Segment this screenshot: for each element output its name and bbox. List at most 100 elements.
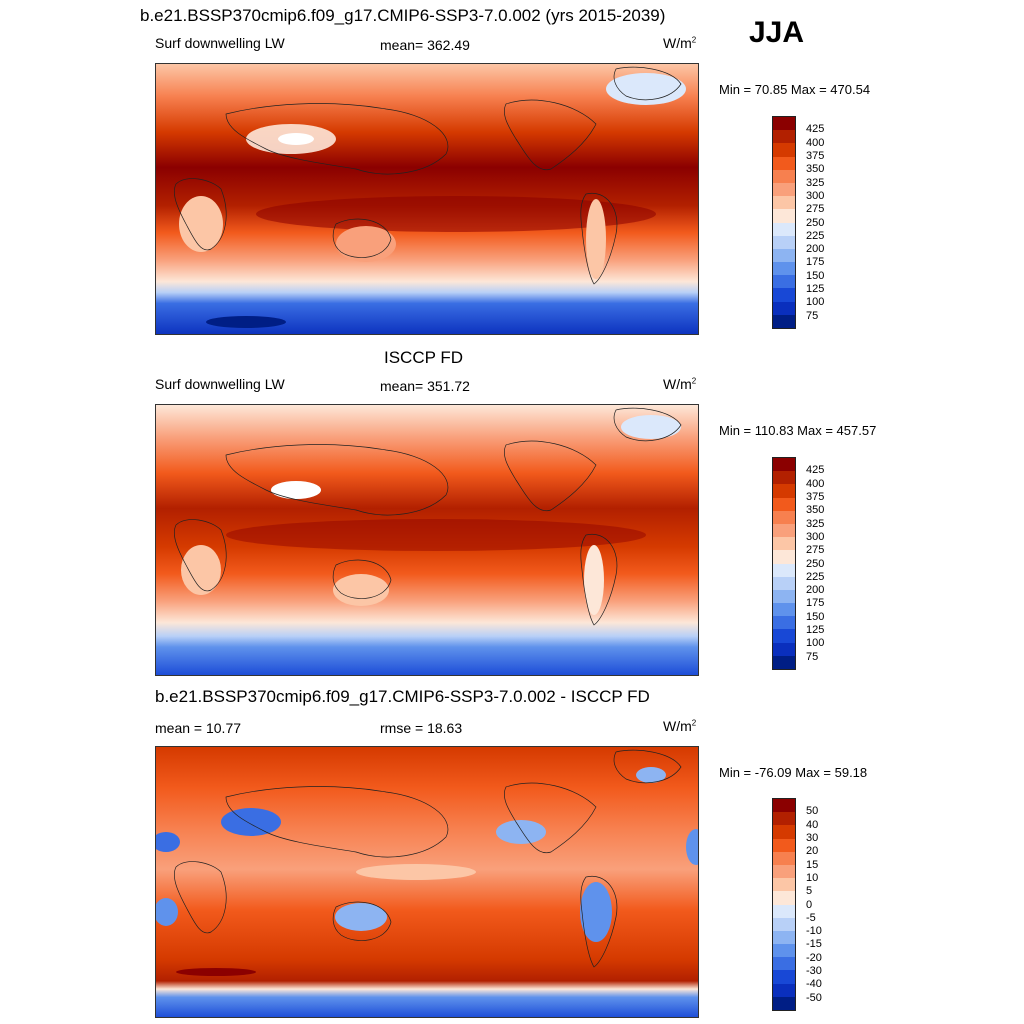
colorbar-tick-label: 100	[806, 296, 825, 309]
colorbar-swatch	[773, 130, 795, 144]
panel-1-title: b.e21.BSSP370cmip6.f09_g17.CMIP6-SSP3-7.…	[140, 6, 666, 25]
colorbar-tick-label: 100	[806, 637, 825, 650]
colorbar-swatch	[773, 917, 795, 931]
colorbar-tick-label: 50	[806, 805, 819, 818]
panel-1-variable-label: Surf downwelling LW	[155, 35, 285, 51]
colorbar-swatch	[773, 576, 795, 590]
colorbar-swatch	[773, 235, 795, 249]
colorbar-swatch	[773, 550, 795, 564]
colorbar-swatch	[773, 603, 795, 617]
colorbar-tick-label: 250	[806, 216, 825, 229]
colorbar-swatch	[773, 655, 795, 669]
colorbar-swatch	[773, 983, 795, 997]
colorbar-swatch	[773, 878, 795, 892]
colorbar-swatch	[773, 248, 795, 263]
panel-2-map	[155, 404, 699, 676]
colorbar-tick-label: 15	[806, 858, 819, 871]
colorbar-tick-label: 20	[806, 845, 819, 858]
colorbar-tick-label: 375	[806, 149, 825, 162]
colorbar-swatch	[773, 497, 795, 511]
colorbar-tick-label: -50	[806, 991, 822, 1004]
colorbar-swatch	[773, 275, 795, 289]
colorbar-tick-label: 40	[806, 818, 819, 831]
panel-1-min-max: Min = 70.85 Max = 470.54	[719, 82, 871, 97]
colorbar-tick-label: 175	[806, 597, 825, 610]
colorbar-tick-label: 350	[806, 504, 825, 517]
colorbar-tick-label: 150	[806, 269, 825, 282]
colorbar-swatch	[773, 891, 795, 905]
colorbar-tick-label: 150	[806, 610, 825, 623]
colorbar-tick-label: 200	[806, 243, 825, 256]
colorbar-tick-label: 10	[806, 871, 819, 884]
colorbar-swatch	[773, 523, 795, 538]
panel-1-unit-label: W/m2	[663, 35, 697, 51]
colorbar-tick-label: 200	[806, 584, 825, 597]
colorbar-swatch	[773, 563, 795, 577]
colorbar-swatch	[773, 182, 795, 197]
colorbar-tick-label: 75	[806, 309, 819, 322]
colorbar-tick-label: 5	[806, 885, 813, 898]
panel-2-mean-label: mean= 351.72	[380, 378, 470, 394]
colorbar-swatch	[773, 864, 795, 879]
colorbar-tick-label: 275	[806, 544, 825, 557]
panel-3-rmse-label: rmse = 18.63	[380, 720, 463, 736]
colorbar-tick-label: -5	[806, 911, 816, 924]
colorbar-tick-label: -15	[806, 938, 822, 951]
colorbar-tick-label: 225	[806, 229, 825, 242]
colorbar-swatch	[773, 288, 795, 302]
colorbar-tick-label: 400	[806, 477, 825, 490]
panel-1-map	[155, 63, 699, 335]
colorbar-swatch	[773, 314, 795, 328]
colorbar-tick-label: -30	[806, 965, 822, 978]
panel-3-mean-label: mean = 10.77	[155, 720, 242, 736]
colorbar-swatch	[773, 471, 795, 485]
colorbar-swatch	[773, 957, 795, 971]
colorbar-swatch	[773, 629, 795, 643]
colorbar-tick-label: -40	[806, 978, 822, 991]
colorbar-swatch	[773, 996, 795, 1010]
colorbar-swatch	[773, 851, 795, 865]
colorbar-swatch	[773, 262, 795, 276]
panel-2-title: ISCCP FD	[384, 348, 464, 367]
colorbar-swatch	[773, 169, 795, 183]
season-label: JJA	[749, 16, 805, 49]
colorbar-swatch	[773, 222, 795, 236]
colorbar-swatch	[773, 616, 795, 630]
colorbar-swatch	[773, 458, 795, 472]
colorbar-tick-label: 375	[806, 490, 825, 503]
colorbar-tick-label: 325	[806, 517, 825, 530]
colorbar-swatch	[773, 799, 795, 813]
colorbar-swatch	[773, 301, 795, 315]
colorbar-swatch	[773, 838, 795, 852]
colorbar-tick-label: 275	[806, 203, 825, 216]
colorbar-tick-label: 30	[806, 831, 819, 844]
colorbar-tick-label: 425	[806, 464, 825, 477]
colorbar-swatch	[773, 156, 795, 170]
colorbar-swatch	[773, 196, 795, 210]
panel-1-mean-label: mean= 362.49	[380, 37, 470, 53]
colorbar-tick-label: 300	[806, 530, 825, 543]
colorbar-tick-label: -20	[806, 951, 822, 964]
colorbar-tick-label: 250	[806, 557, 825, 570]
colorbar-swatch	[773, 642, 795, 656]
colorbar-swatch	[773, 510, 795, 524]
colorbar-swatch	[773, 143, 795, 157]
panel-2-min-max: Min = 110.83 Max = 457.57	[719, 423, 877, 438]
colorbar-tick-label: 0	[806, 898, 813, 911]
panel-2-colorbar	[772, 457, 796, 670]
colorbar-tick-label: 75	[806, 650, 819, 663]
colorbar-tick-label: 425	[806, 123, 825, 136]
colorbar-swatch	[773, 117, 795, 131]
colorbar-tick-label: 300	[806, 189, 825, 202]
colorbar-swatch	[773, 904, 795, 918]
colorbar-swatch	[773, 944, 795, 958]
panel-3-title: b.e21.BSSP370cmip6.f09_g17.CMIP6-SSP3-7.…	[155, 687, 650, 706]
colorbar-tick-label: 350	[806, 163, 825, 176]
colorbar-swatch	[773, 812, 795, 826]
panel-2-variable-label: Surf downwelling LW	[155, 376, 285, 392]
colorbar-tick-label: 125	[806, 283, 825, 296]
colorbar-tick-label: 125	[806, 624, 825, 637]
panel-3-colorbar	[772, 798, 796, 1011]
colorbar-tick-label: 225	[806, 570, 825, 583]
panel-3-unit-label: W/m2	[663, 718, 697, 734]
